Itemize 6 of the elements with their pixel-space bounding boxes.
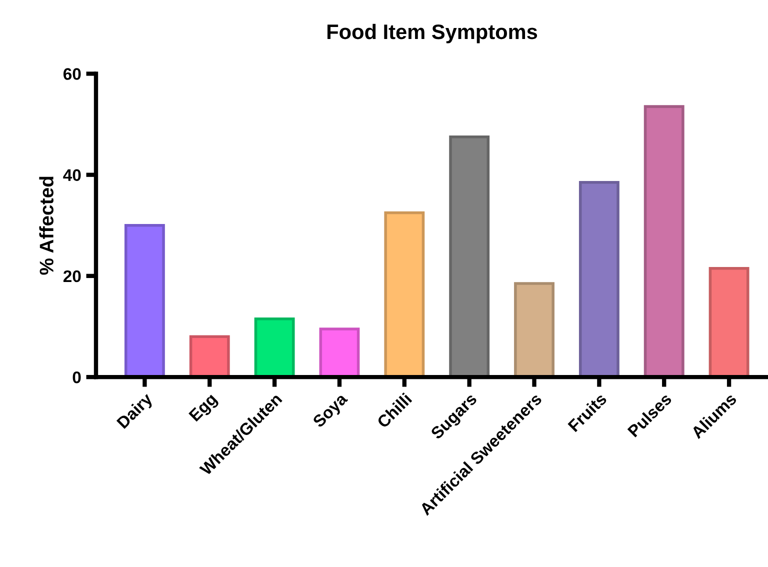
y-tick-label: 20 [63, 270, 81, 282]
y-tick-label: 60 [63, 68, 81, 80]
chart-title: Food Item Symptoms [327, 24, 538, 44]
y-axis-title: % Affected [39, 176, 54, 275]
y-tick-label: 0 [72, 371, 81, 384]
y-tick-label: 40 [63, 169, 81, 182]
